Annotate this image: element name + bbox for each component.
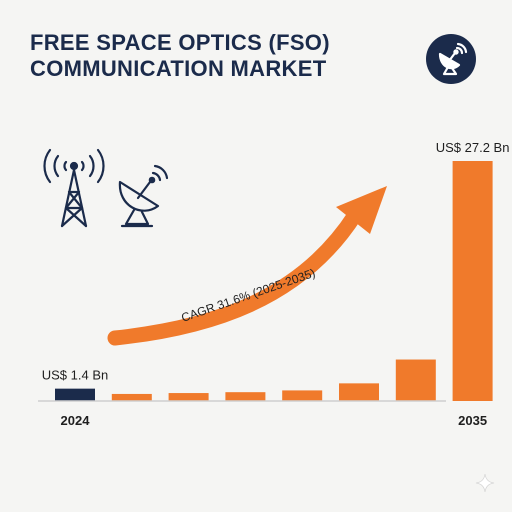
cell-tower-icon [43, 148, 105, 228]
tick-label-2024: 2024 [61, 413, 91, 428]
bars-group [55, 161, 493, 401]
bar-3 [168, 393, 209, 401]
cagr-arrow [107, 186, 387, 346]
title-line-1: FREE SPACE OPTICS (FSO) [30, 30, 330, 55]
bar-1 [55, 388, 95, 401]
satellite-dish-icon [438, 42, 468, 76]
bar-2 [111, 393, 152, 401]
value-label-8: US$ 27.2 Bn [436, 140, 510, 155]
tick-labels-group: 2024 2035 [61, 413, 488, 428]
sparkle-icon [475, 473, 495, 493]
tick-label-2035: 2035 [458, 413, 487, 428]
satellite-dish-icon [118, 164, 169, 228]
cagr-annotation: CAGR 31.6% (2025-2035) [179, 266, 317, 325]
bar-6 [339, 383, 379, 401]
bar-8 [452, 161, 493, 401]
page-title: FREE SPACE OPTICS (FSO) COMMUNICATION MA… [30, 30, 330, 82]
satellite-dish-badge [426, 34, 476, 84]
value-label-1: US$ 1.4 Bn [42, 368, 109, 383]
bar-7 [395, 359, 436, 401]
bar-5 [282, 390, 323, 401]
value-labels-group: US$ 1.4 Bn US$ 27.2 Bn [42, 140, 510, 383]
title-line-2: COMMUNICATION MARKET [30, 56, 327, 81]
bar-4 [225, 392, 266, 401]
